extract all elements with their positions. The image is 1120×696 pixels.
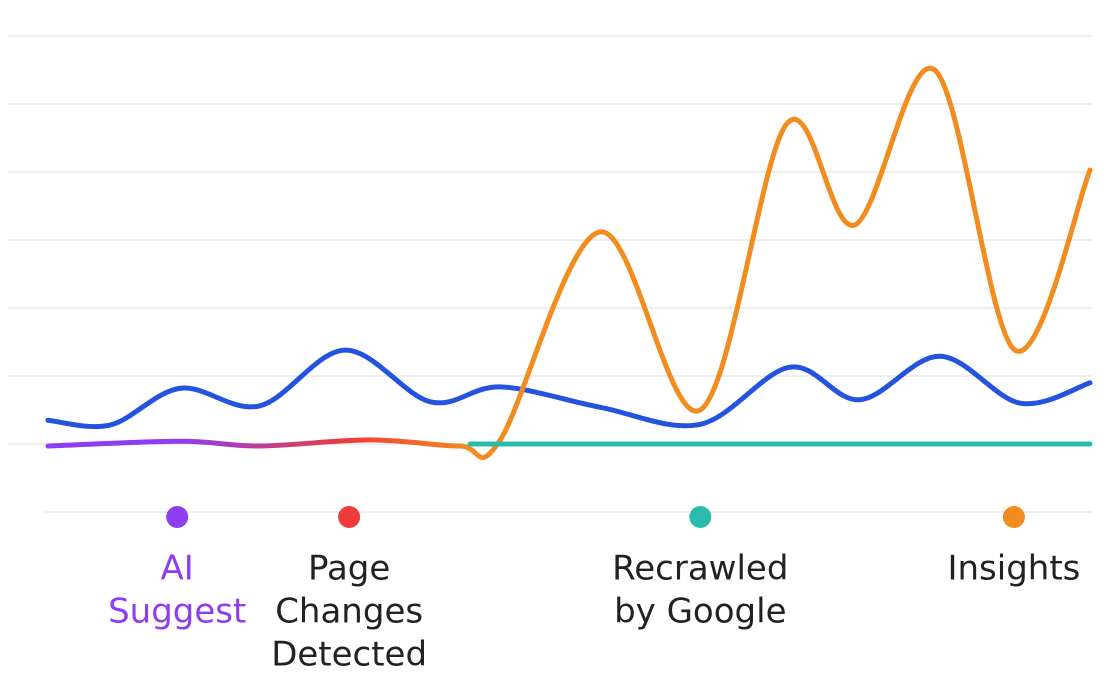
- event-label: by Google: [614, 592, 786, 632]
- event-label: Recrawled: [612, 549, 788, 589]
- line-series: [45, 65, 1093, 460]
- event-label: Insights: [947, 549, 1080, 589]
- event-label: Changes: [275, 592, 423, 632]
- event-label: Page: [308, 549, 390, 589]
- event-marker: [1002, 506, 1025, 528]
- event-label: Detected: [271, 635, 427, 675]
- event-label: Suggest: [108, 592, 246, 632]
- event-marker: [338, 506, 361, 528]
- event-marker: [166, 506, 189, 528]
- event-label: AI: [161, 549, 194, 589]
- event-marker: [689, 506, 712, 528]
- line-series: [45, 347, 1093, 430]
